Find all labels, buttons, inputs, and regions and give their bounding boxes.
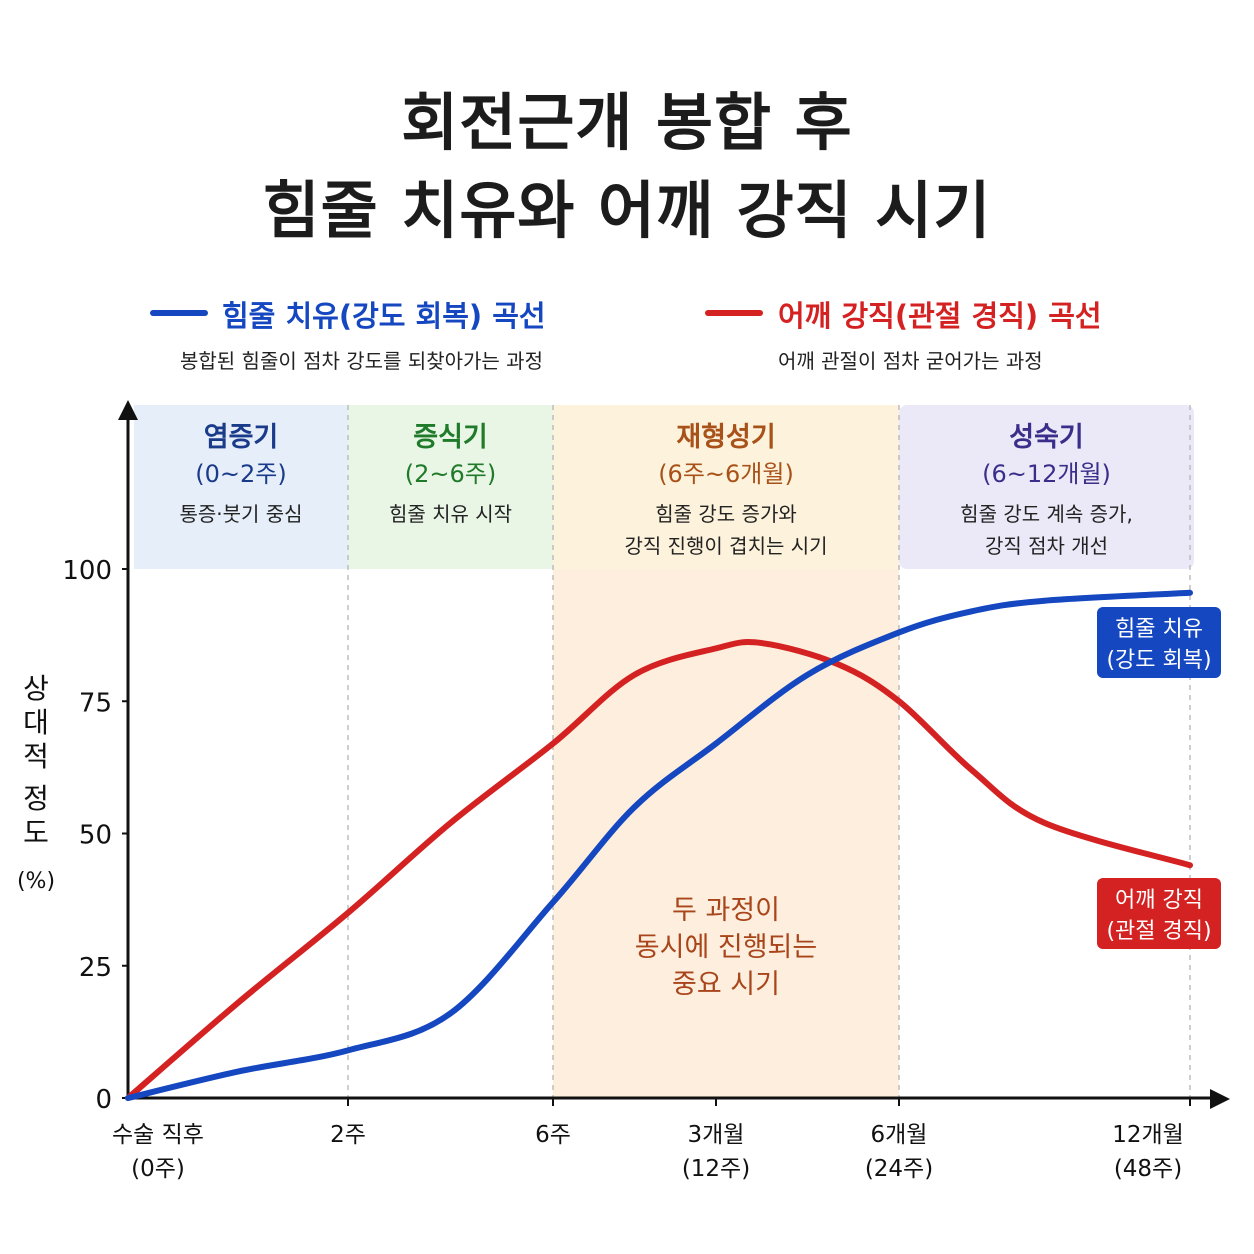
- y-axis-unit: (%): [17, 869, 55, 894]
- series-line-healing: [125, 589, 1193, 1101]
- y-axis-label-char-5: 도: [23, 816, 49, 849]
- phase-range-2: (2~6주): [405, 460, 496, 488]
- title-line-1: 회전근개 봉합 후: [401, 86, 853, 159]
- y-tick-label-0: 0: [95, 1085, 112, 1115]
- phase-range-3: (6주~6개월): [658, 460, 794, 488]
- end-label-healing-2: (강도 회복): [1106, 648, 1211, 673]
- legend-desc-healing: 봉합된 힘줄이 점차 강도를 되찾아가는 과정: [180, 349, 543, 373]
- phase-band-2: [348, 405, 553, 569]
- x-tick-label-1: 수술 직후: [112, 1122, 204, 1148]
- phase-name-1: 염증기: [204, 422, 279, 453]
- overlap-note-3: 중요 시기: [672, 969, 780, 1000]
- y-axis-label-char-1: 상: [23, 672, 49, 705]
- overlap-note-1: 두 과정이: [672, 895, 780, 926]
- phase-name-4: 성숙기: [1009, 422, 1084, 453]
- x-tick-sublabel-6: (48주): [1114, 1156, 1182, 1182]
- legend-label-stiffness: 어깨 강직(관절 경직) 곡선: [778, 299, 1102, 333]
- y-axis-label-char-3: 적: [23, 740, 49, 773]
- end-label-stiffness-2: (관절 경직): [1106, 919, 1211, 944]
- phase-band-1: [134, 405, 348, 569]
- legend-line-healing: [150, 310, 208, 316]
- y-tick-label-50: 50: [79, 821, 112, 851]
- x-tick-label-2: 2주: [330, 1122, 366, 1148]
- phase-desc-2-1: 힘줄 치유 시작: [389, 502, 512, 526]
- y-axis-label-char-4: 정: [23, 782, 49, 815]
- series-line-stiffness: [125, 639, 1193, 1101]
- legend-desc-stiffness: 어깨 관절이 점차 굳어가는 과정: [778, 349, 1043, 373]
- legend-line-stiffness: [705, 310, 763, 316]
- x-tick-sublabel-4: (12주): [682, 1156, 750, 1182]
- end-label-stiffness-1: 어깨 강직: [1115, 888, 1203, 913]
- x-tick-sublabel-1: (0주): [131, 1156, 185, 1182]
- phase-desc-4-2: 강직 점차 개선: [985, 534, 1108, 558]
- end-label-healing-1: 힘줄 치유: [1115, 617, 1203, 642]
- y-tick-label-100: 100: [62, 556, 112, 586]
- x-axis-arrow: [1210, 1089, 1230, 1109]
- phase-band-3: [553, 405, 899, 569]
- y-axis-arrow: [118, 400, 138, 420]
- phase-desc-3-1: 힘줄 강도 증가와: [655, 502, 797, 526]
- y-tick-label-75: 75: [79, 688, 112, 718]
- title-line-2: 힘줄 치유와 어깨 강직 시기: [262, 174, 992, 247]
- phase-range-1: (0~2주): [195, 460, 286, 488]
- phase-name-3: 재형성기: [676, 422, 775, 453]
- phase-range-4: (6~12개월): [982, 460, 1111, 488]
- end-label-box-stiffness: [1097, 878, 1221, 949]
- legend-label-healing: 힘줄 치유(강도 회복) 곡선: [222, 299, 546, 333]
- x-tick-label-3: 6주: [535, 1122, 571, 1148]
- overlap-note-2: 동시에 진행되는: [635, 932, 817, 963]
- phase-desc-1-1: 통증·붓기 중심: [179, 502, 302, 526]
- x-tick-label-6: 12개월: [1112, 1122, 1184, 1148]
- x-tick-label-5: 6개월: [871, 1122, 928, 1148]
- phase-desc-4-1: 힘줄 강도 계속 증가,: [960, 502, 1133, 526]
- end-label-box-healing: [1097, 607, 1221, 678]
- phase-band-4: [899, 405, 1194, 569]
- y-tick-label-25: 25: [79, 953, 112, 983]
- phase-name-2: 증식기: [413, 422, 488, 453]
- x-tick-label-4: 3개월: [688, 1122, 745, 1148]
- phase-desc-3-2: 강직 진행이 겹치는 시기: [624, 534, 827, 558]
- x-tick-sublabel-5: (24주): [865, 1156, 933, 1182]
- y-axis-label-char-2: 대: [23, 706, 49, 739]
